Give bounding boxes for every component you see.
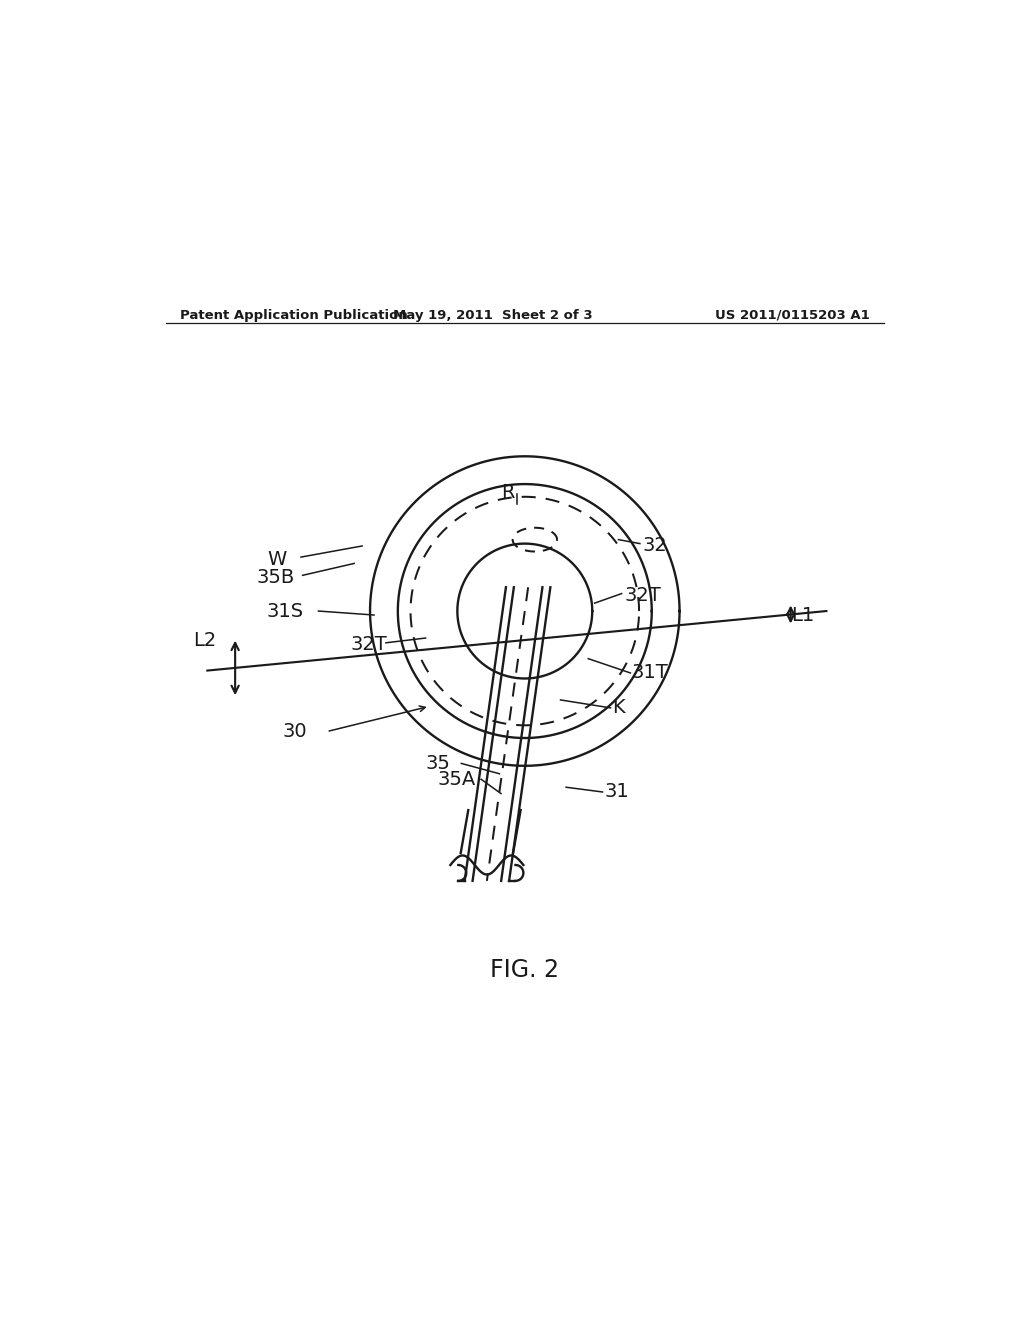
Text: May 19, 2011  Sheet 2 of 3: May 19, 2011 Sheet 2 of 3 (393, 309, 593, 322)
Text: K: K (612, 698, 625, 717)
Text: 32T: 32T (350, 635, 387, 653)
Text: 31T: 31T (632, 664, 669, 682)
Text: Patent Application Publication: Patent Application Publication (179, 309, 408, 322)
Text: 35B: 35B (257, 568, 295, 587)
Text: 30: 30 (283, 722, 307, 741)
Text: 35A: 35A (437, 770, 476, 789)
Text: 32: 32 (642, 536, 667, 556)
Text: 31S: 31S (267, 602, 304, 620)
Text: W: W (267, 550, 286, 569)
Text: 35: 35 (426, 754, 451, 774)
Text: 31: 31 (604, 783, 629, 801)
Text: R: R (501, 483, 514, 502)
Text: US 2011/0115203 A1: US 2011/0115203 A1 (716, 309, 870, 322)
Text: L1: L1 (791, 606, 814, 624)
Text: L2: L2 (194, 631, 216, 649)
Text: 32T: 32T (624, 586, 660, 605)
Text: FIG. 2: FIG. 2 (490, 958, 559, 982)
